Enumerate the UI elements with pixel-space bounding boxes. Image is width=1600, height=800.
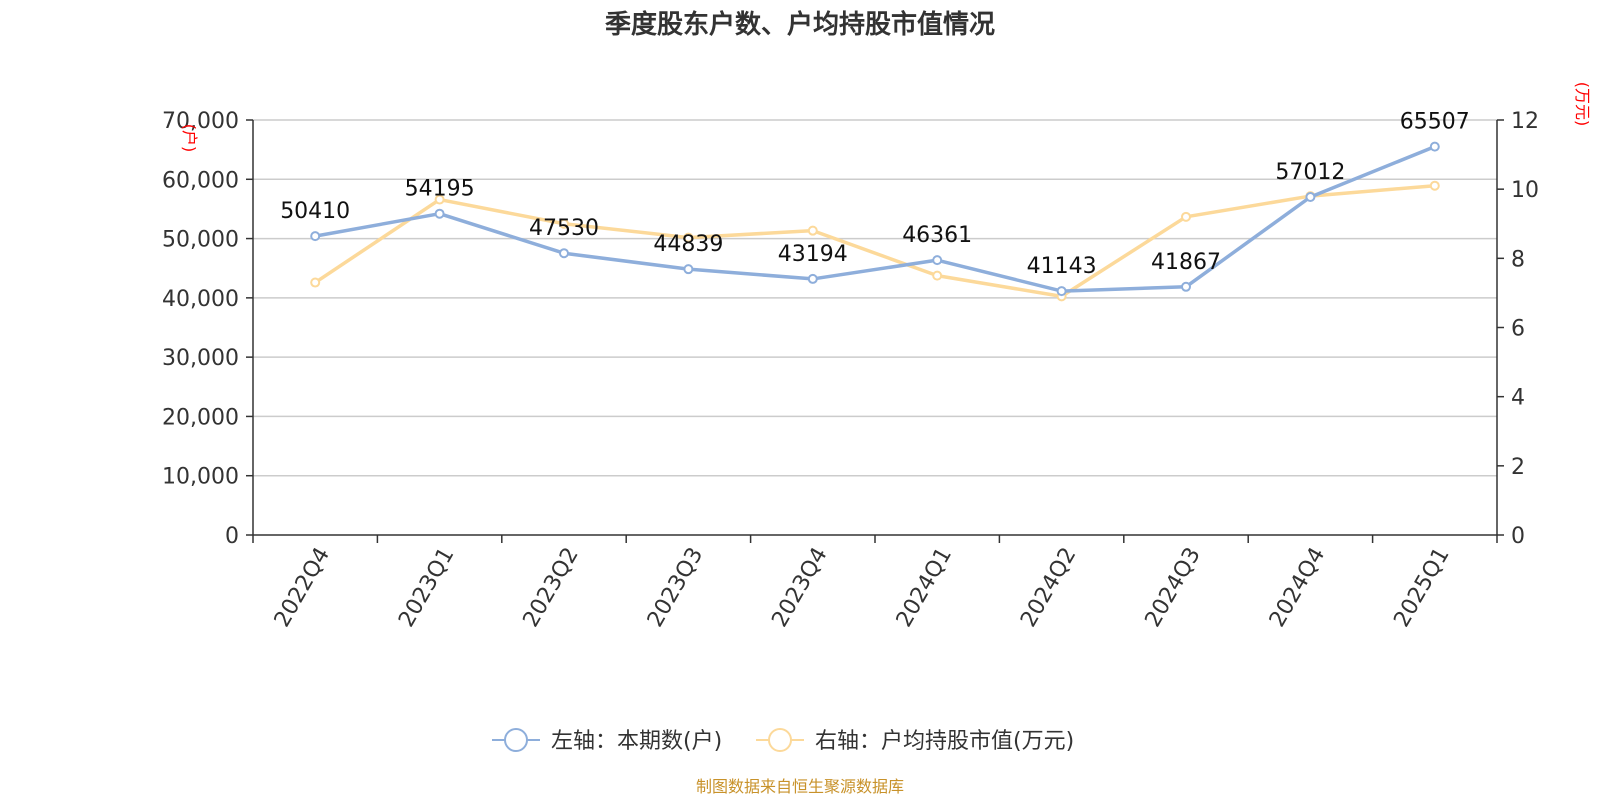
data-label: 41867 xyxy=(1151,250,1221,275)
x-tick-label: 2024Q4 xyxy=(1265,543,1330,631)
x-tick-label: 2023Q2 xyxy=(519,543,584,631)
left-tick-label: 70,000 xyxy=(162,109,239,134)
left-axis-unit: (户) xyxy=(180,124,199,153)
point-avg-value[interactable] xyxy=(807,225,818,236)
data-label: 47530 xyxy=(529,216,599,241)
left-axis-ticks: 0 10,000 20,000 30,000 40,000 50,000 60,000 70,… xyxy=(162,109,253,549)
point-shareholders[interactable] xyxy=(559,248,569,259)
legend-label-left: 左轴：本期数(户) xyxy=(551,729,722,754)
right-axis-unit: (万元) xyxy=(1573,82,1592,127)
series-line-avg-value xyxy=(314,183,1435,299)
data-label: 44839 xyxy=(653,232,723,257)
right-tick-label: 10 xyxy=(1511,178,1539,203)
left-tick-label: 60,000 xyxy=(162,168,239,193)
left-tick-label: 0 xyxy=(225,524,239,549)
x-tick-label: 2024Q2 xyxy=(1016,543,1081,631)
legend-marker-left xyxy=(504,728,528,752)
data-label: 46361 xyxy=(902,223,972,248)
legend-label-right: 右轴：户均持股市值(万元) xyxy=(815,729,1074,754)
x-tick-label: 2023Q3 xyxy=(643,543,708,631)
right-tick-label: 0 xyxy=(1511,524,1525,549)
point-shareholders[interactable] xyxy=(807,273,818,284)
data-label: 50410 xyxy=(280,199,350,224)
point-avg-value[interactable] xyxy=(683,232,694,243)
right-tick-label: 12 xyxy=(1511,109,1539,134)
point-shareholders[interactable] xyxy=(1056,286,1067,297)
legend-item-right-series[interactable]: 右轴：户均持股市值(万元) xyxy=(756,728,1074,754)
left-tick-label: 10,000 xyxy=(162,465,239,490)
series-line-shareholders xyxy=(314,145,1436,293)
x-tick-label: 2024Q3 xyxy=(1141,543,1206,631)
point-avg-value[interactable] xyxy=(310,277,321,288)
right-tick-label: 8 xyxy=(1511,247,1525,272)
legend[interactable]: 左轴：本期数(户) 右轴：户均持股市值(万元) xyxy=(492,728,1074,754)
x-tick-label: 2025Q1 xyxy=(1389,543,1454,631)
right-tick-label: 4 xyxy=(1511,386,1525,411)
point-avg-value[interactable] xyxy=(932,270,943,281)
legend-marker-right xyxy=(768,728,792,752)
point-avg-value[interactable] xyxy=(1429,180,1440,191)
point-shareholders[interactable] xyxy=(310,231,321,242)
legend-item-left-series[interactable]: 左轴：本期数(户) xyxy=(492,728,722,754)
chart-title: 季度股东户数、户均持股市值情况 xyxy=(605,9,995,40)
point-shareholders[interactable] xyxy=(1429,141,1440,152)
left-tick-label: 50,000 xyxy=(162,228,239,253)
source-note: 制图数据来自恒生聚源数据库 xyxy=(696,777,904,796)
point-shareholders[interactable] xyxy=(434,208,445,219)
x-tick-label: 2024Q1 xyxy=(892,543,957,631)
point-shareholders[interactable] xyxy=(683,264,694,275)
right-axis-ticks: 0 2 4 6 8 10 12 xyxy=(1497,109,1539,549)
right-tick-label: 2 xyxy=(1511,455,1525,480)
point-avg-value[interactable] xyxy=(1181,211,1191,222)
x-tick-label: 2023Q4 xyxy=(767,543,832,631)
point-shareholders[interactable] xyxy=(1181,281,1191,292)
left-tick-label: 40,000 xyxy=(162,287,239,312)
x-tick-label: 2022Q4 xyxy=(270,543,335,631)
data-label: 41143 xyxy=(1027,254,1097,279)
data-labels: 50410 54195 47530 44839 43194 46361 41143 41867… xyxy=(280,110,1470,279)
series-lines xyxy=(310,141,1440,302)
grid-lines xyxy=(253,119,1497,477)
point-shareholders[interactable] xyxy=(1305,192,1316,203)
point-shareholders[interactable] xyxy=(932,255,943,266)
left-tick-label: 20,000 xyxy=(162,405,239,430)
data-label: 57012 xyxy=(1275,160,1345,185)
data-label: 65507 xyxy=(1400,110,1470,135)
point-avg-value[interactable] xyxy=(434,194,445,205)
left-tick-label: 30,000 xyxy=(162,346,239,371)
right-tick-label: 6 xyxy=(1511,317,1525,342)
data-label: 54195 xyxy=(405,177,475,202)
data-label: 43194 xyxy=(778,242,848,267)
x-tick-label: 2023Q1 xyxy=(394,543,459,631)
point-avg-value[interactable] xyxy=(559,218,569,229)
